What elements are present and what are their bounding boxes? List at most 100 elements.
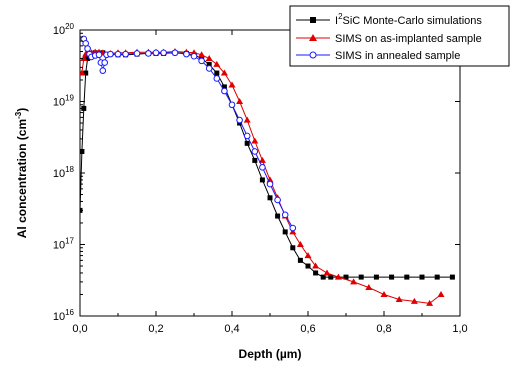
data-point-as-implanted <box>334 273 342 280</box>
data-point-monte-carlo <box>449 274 455 280</box>
data-point-as-implanted <box>323 269 331 276</box>
legend-box <box>289 5 510 67</box>
data-point-annealed <box>95 51 103 59</box>
data-point-monte-carlo <box>244 140 250 146</box>
data-point-annealed <box>190 52 198 60</box>
data-point-monte-carlo <box>328 274 334 280</box>
legend-marker-circle <box>309 51 317 59</box>
data-point-annealed <box>251 148 259 155</box>
y-axis-title: Al concentration (cm-3) <box>14 108 29 238</box>
y-tick-label-base: 10 <box>53 240 65 252</box>
data-point-as-implanted <box>350 278 358 285</box>
data-point-as-implanted <box>205 54 213 61</box>
data-point-annealed <box>213 75 221 82</box>
data-point-annealed <box>160 49 167 57</box>
legend-item-monte-carlo: I2SiC Monte-Carlo simulations <box>296 12 482 27</box>
x-tick-label: 1,0 <box>452 323 467 335</box>
y-tick-label-exponent: 18 <box>65 165 74 174</box>
y-tick-label-exponent: 17 <box>65 237 74 246</box>
data-point-monte-carlo <box>343 274 349 280</box>
legend: I2SiC Monte-Carlo simulations SIMS on as… <box>289 5 510 67</box>
data-point-monte-carlo <box>267 195 273 201</box>
y-tick-label-exponent: 20 <box>65 22 74 31</box>
data-point-as-implanted <box>213 60 221 67</box>
legend-label-monte-carlo-sup: 2 <box>338 12 343 21</box>
y-axis-title-exponent: -3 <box>14 111 23 119</box>
data-point-as-implanted <box>198 51 206 58</box>
x-tick-label: 0,0 <box>72 323 87 335</box>
data-point-annealed <box>243 132 251 140</box>
legend-marker-square <box>310 17 316 23</box>
data-point-as-implanted <box>236 98 244 104</box>
data-point-annealed <box>84 45 91 52</box>
data-point-monte-carlo <box>389 274 395 280</box>
data-point-monte-carlo <box>275 213 281 219</box>
data-point-annealed <box>114 50 122 58</box>
data-point-monte-carlo <box>373 274 379 280</box>
y-tick-label: 1019 <box>53 94 75 109</box>
data-point-monte-carlo <box>297 257 303 263</box>
data-point-as-implanted <box>251 137 259 144</box>
data-point-monte-carlo <box>85 55 91 61</box>
data-point-annealed <box>171 49 179 57</box>
data-point-monte-carlo <box>419 274 425 280</box>
data-point-monte-carlo <box>313 270 319 276</box>
data-point-as-implanted <box>410 297 418 304</box>
y-tick-label: 1017 <box>53 237 75 252</box>
y-tick-label-exponent: 16 <box>65 308 74 317</box>
data-point-annealed <box>99 67 107 74</box>
legend-item-annealed: SIMS in annealed sample <box>296 50 460 62</box>
data-point-as-implanted <box>296 241 304 247</box>
data-point-as-implanted <box>380 290 388 297</box>
data-point-monte-carlo <box>290 245 296 251</box>
y-axis-title-end: ) <box>15 108 29 112</box>
data-point-monte-carlo <box>404 274 410 280</box>
data-point-monte-carlo <box>358 274 364 280</box>
y-tick-label-exponent: 19 <box>65 94 74 103</box>
data-point-monte-carlo <box>214 70 220 76</box>
data-point-annealed <box>228 101 236 109</box>
data-point-annealed <box>205 65 213 72</box>
data-point-monte-carlo <box>259 177 265 183</box>
data-point-annealed <box>152 49 160 57</box>
data-point-as-implanted <box>80 69 86 76</box>
legend-item-as-implanted: SIMS on as-implanted sample <box>296 33 482 45</box>
y-tick-label-base: 10 <box>53 25 65 37</box>
data-point-monte-carlo <box>83 70 89 76</box>
plot-area <box>79 29 461 317</box>
data-point-as-implanted <box>304 252 312 259</box>
y-tick-label-base: 10 <box>53 168 65 180</box>
data-point-as-implanted <box>243 116 251 123</box>
data-point-annealed <box>145 50 152 57</box>
data-point-annealed <box>274 196 281 204</box>
legend-label-monte-carlo: I2SiC Monte-Carlo simulations <box>335 12 482 27</box>
data-point-monte-carlo <box>221 84 227 90</box>
legend-label-monte-carlo-post: SiC Monte-Carlo simulations <box>343 15 483 27</box>
data-point-annealed <box>289 224 297 232</box>
data-point-as-implanted <box>258 156 266 163</box>
data-point-annealed <box>236 116 243 124</box>
data-point-annealed <box>198 57 205 65</box>
x-tick-label: 0,4 <box>224 323 239 335</box>
data-point-annealed <box>101 59 108 66</box>
x-tick-label: 0,2 <box>148 323 163 335</box>
data-point-annealed <box>221 87 228 95</box>
series-line-monte-carlo <box>80 52 453 278</box>
data-point-as-implanted <box>80 54 88 61</box>
data-point-as-implanted <box>395 296 403 303</box>
data-point-monte-carlo <box>434 274 440 280</box>
data-point-as-implanted <box>220 69 228 76</box>
series-layer <box>80 35 455 306</box>
y-tick-label: 1018 <box>53 165 75 180</box>
data-point-annealed <box>281 211 289 219</box>
legend-label-as-implanted: SIMS on as-implanted sample <box>335 33 482 45</box>
data-point-annealed <box>107 50 114 58</box>
data-point-monte-carlo <box>252 157 258 163</box>
data-point-as-implanted <box>426 299 434 306</box>
data-point-annealed <box>133 50 141 57</box>
data-point-monte-carlo <box>81 105 87 111</box>
x-tick-label: 0,6 <box>300 323 315 335</box>
data-point-monte-carlo <box>206 61 212 67</box>
